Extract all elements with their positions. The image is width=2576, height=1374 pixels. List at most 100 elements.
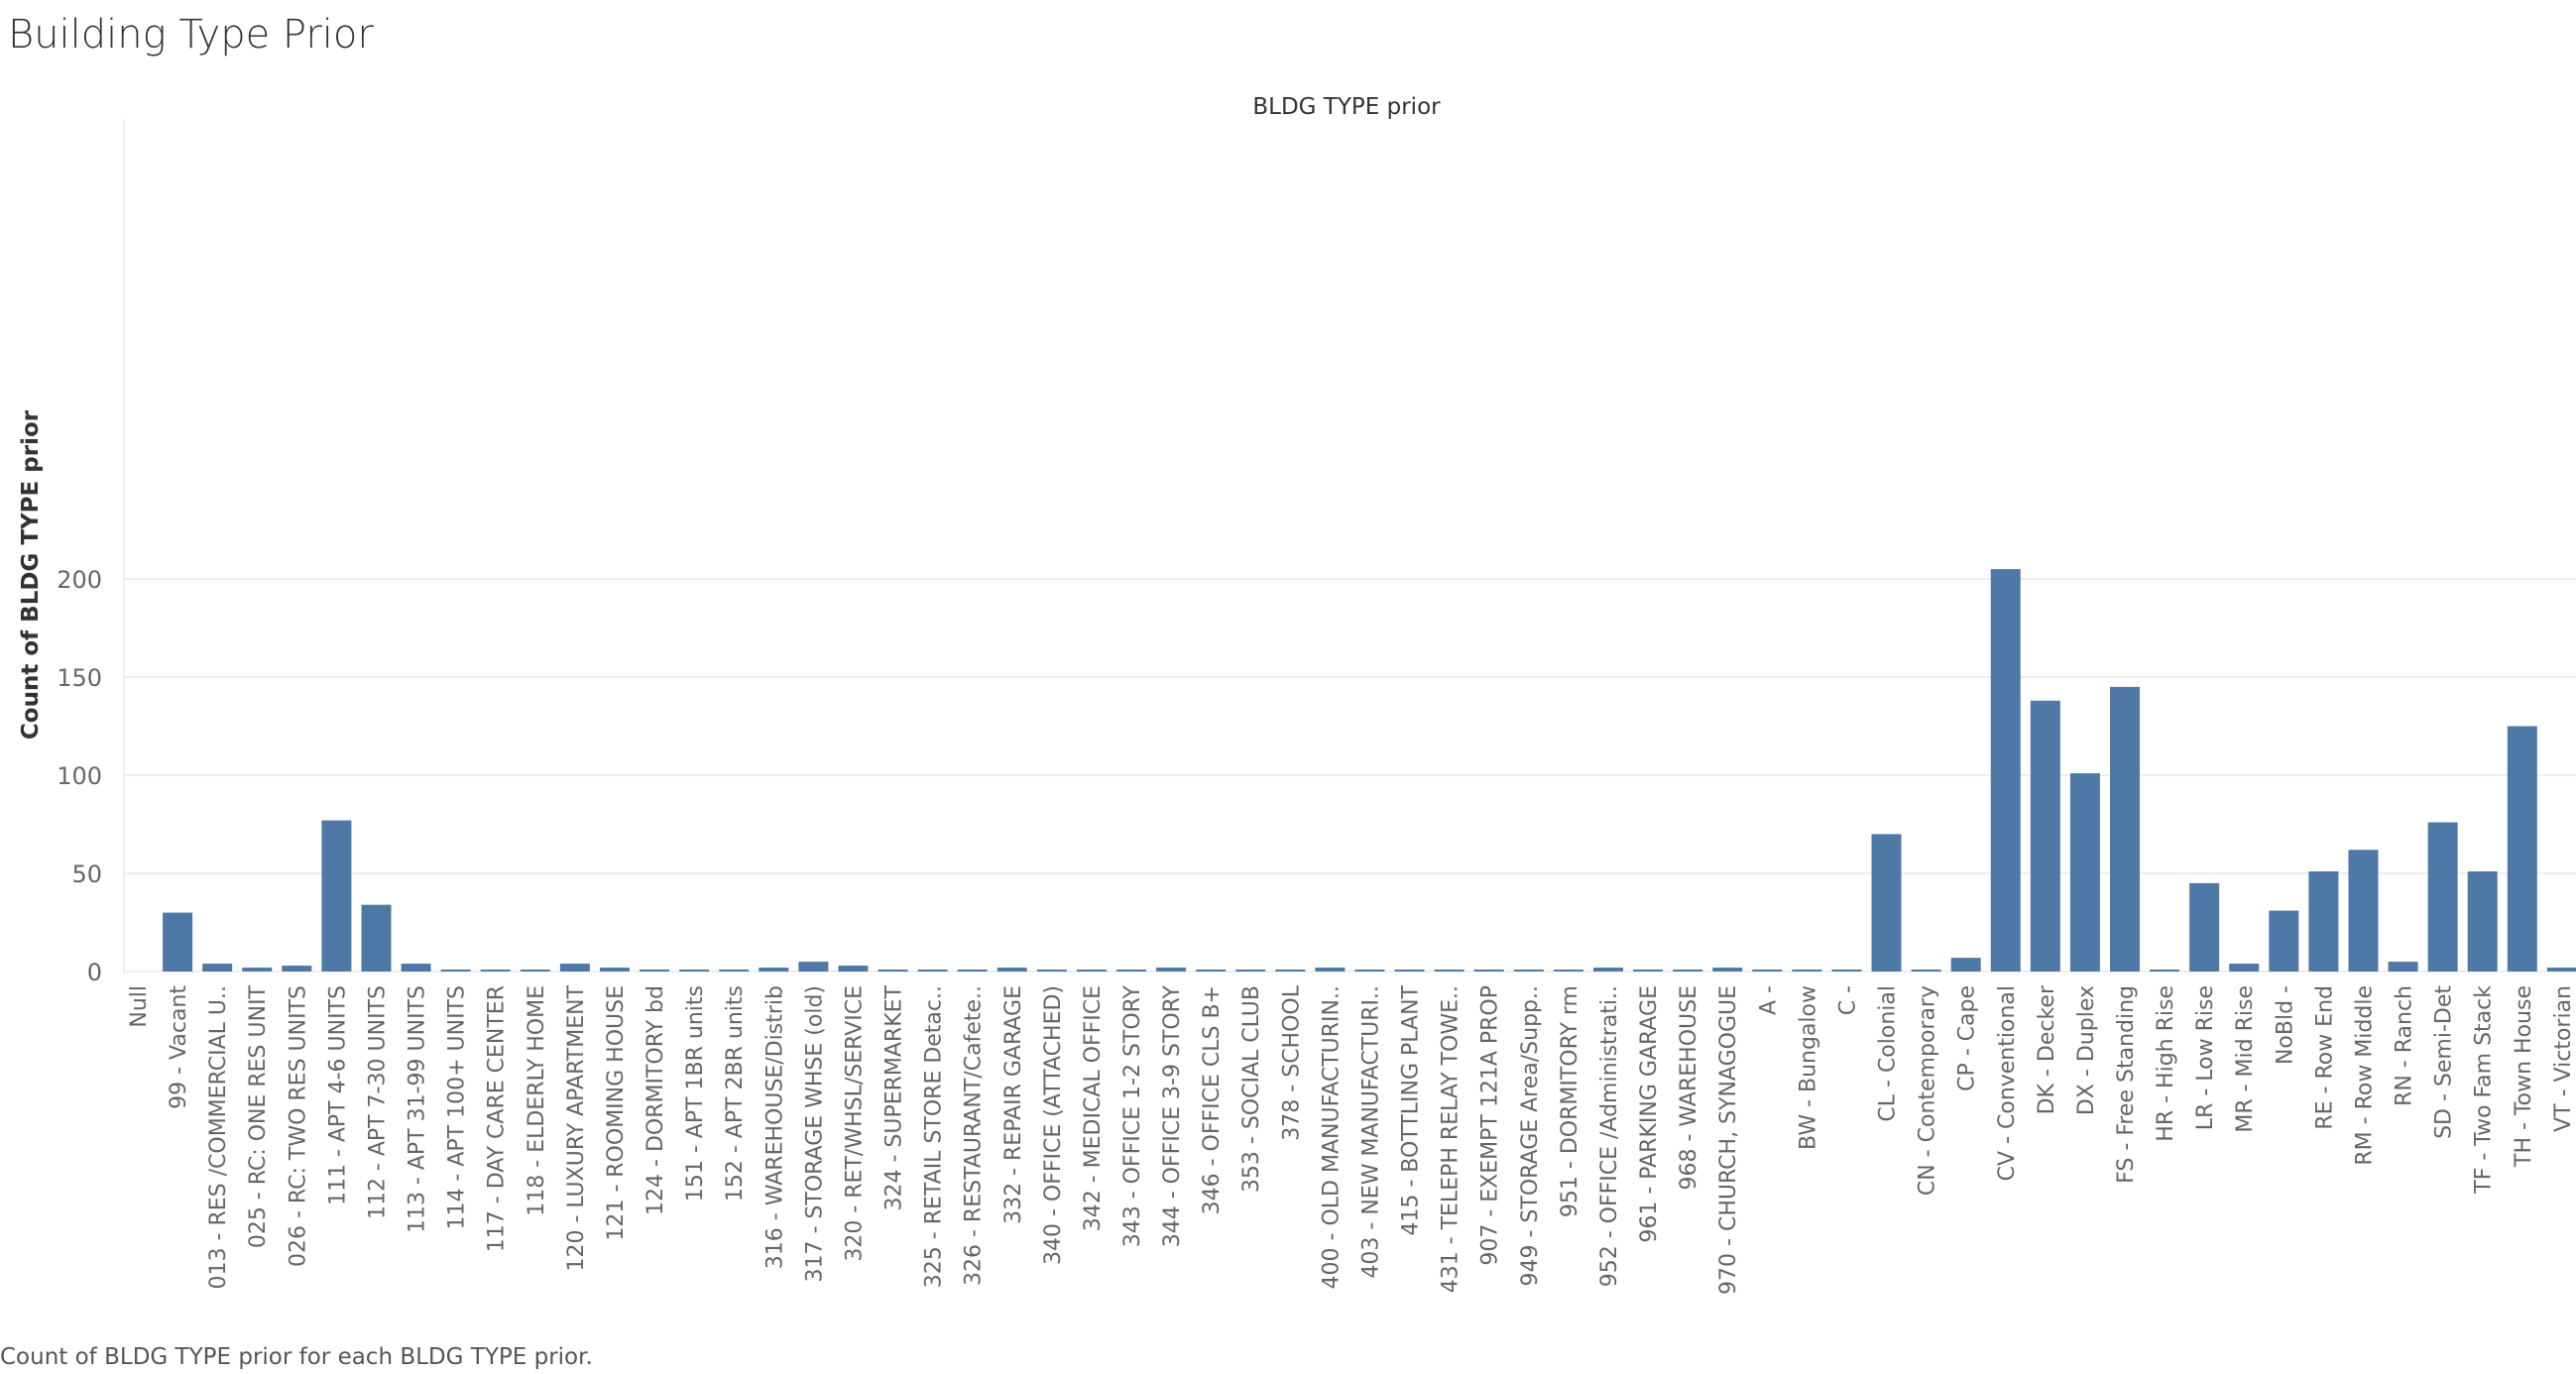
bar[interactable] bbox=[2507, 726, 2537, 973]
bar[interactable] bbox=[2189, 882, 2220, 972]
bar[interactable] bbox=[2348, 850, 2379, 972]
x-tick-label: 118 - ELDERLY HOME bbox=[525, 985, 549, 1216]
x-tick-label: MR - Mid Rise bbox=[2233, 985, 2258, 1133]
bar[interactable] bbox=[1513, 970, 1544, 972]
x-tick-label: 317 - STORAGE WHSE (old) bbox=[802, 985, 827, 1283]
bar[interactable] bbox=[2030, 700, 2060, 972]
bar[interactable] bbox=[321, 820, 352, 972]
bar[interactable] bbox=[838, 966, 869, 972]
x-tick-label: VT - Victorian bbox=[2551, 985, 2576, 1132]
bar[interactable] bbox=[1831, 970, 1862, 972]
bar[interactable] bbox=[798, 962, 829, 972]
bar[interactable] bbox=[1911, 970, 1941, 972]
bar[interactable] bbox=[1792, 970, 1822, 972]
bar[interactable] bbox=[1553, 970, 1583, 972]
bar[interactable] bbox=[2150, 970, 2180, 972]
bar[interactable] bbox=[163, 912, 193, 972]
bar[interactable] bbox=[1196, 970, 1227, 972]
bar[interactable] bbox=[202, 964, 233, 972]
bar[interactable] bbox=[480, 970, 511, 972]
bar[interactable] bbox=[599, 968, 630, 972]
bar[interactable] bbox=[2269, 910, 2299, 972]
bar[interactable] bbox=[640, 970, 670, 972]
bar[interactable] bbox=[957, 970, 988, 972]
bar[interactable] bbox=[1036, 970, 1067, 972]
bar[interactable] bbox=[1354, 970, 1385, 972]
x-tick-label: 332 - REPAIR GARAGE bbox=[1001, 985, 1026, 1224]
bar[interactable] bbox=[1752, 970, 1783, 972]
chart-title: BLDG TYPE prior bbox=[1252, 94, 1441, 120]
x-tick-label: 320 - RET/WHSL/SERVICE bbox=[842, 985, 867, 1262]
bar[interactable] bbox=[1434, 970, 1464, 972]
chart-svg: BLDG TYPE prior Count of BLDG TYPE prior… bbox=[18, 94, 2576, 1295]
chart-caption: Count of BLDG TYPE prior for each BLDG T… bbox=[0, 1344, 593, 1370]
bar[interactable] bbox=[679, 970, 710, 972]
x-tick-label: 346 - OFFICE CLS B+ bbox=[1200, 985, 1225, 1214]
x-tick-label: 431 - TELEPH RELAY TOWE.. bbox=[1439, 985, 1464, 1293]
bar[interactable] bbox=[1673, 970, 1703, 972]
bar[interactable] bbox=[440, 970, 471, 972]
bar[interactable] bbox=[719, 970, 750, 972]
bar[interactable] bbox=[1871, 834, 1902, 972]
y-tick-label: 50 bbox=[71, 860, 102, 888]
bar[interactable] bbox=[401, 964, 431, 972]
bar[interactable] bbox=[878, 970, 908, 972]
bar[interactable] bbox=[559, 964, 590, 972]
x-tick-label: 342 - MEDICAL OFFICE bbox=[1081, 985, 1106, 1231]
x-tick-label: 324 - SUPERMARKET bbox=[882, 984, 907, 1210]
bar[interactable] bbox=[2467, 871, 2498, 972]
x-tick-label: 961 - PARKING GARAGE bbox=[1637, 985, 1662, 1243]
bar[interactable] bbox=[1235, 970, 1266, 972]
bar[interactable] bbox=[1116, 970, 1146, 972]
bar[interactable] bbox=[361, 904, 392, 972]
x-tick-label: TF - Two Fam Stack bbox=[2472, 985, 2497, 1195]
bar[interactable] bbox=[1633, 970, 1664, 972]
x-tick-label: 151 - APT 1BR units bbox=[683, 985, 708, 1202]
x-tick-label: 326 - RESTAURANT/Cafete.. bbox=[962, 985, 987, 1286]
x-tick-label: 152 - APT 2BR units bbox=[723, 985, 748, 1202]
bar[interactable] bbox=[2388, 962, 2418, 972]
bar[interactable] bbox=[2308, 871, 2339, 972]
x-tick-label: 949 - STORAGE Area/Supp.. bbox=[1518, 985, 1543, 1287]
bar[interactable] bbox=[520, 970, 550, 972]
bar[interactable] bbox=[242, 968, 273, 972]
bar[interactable] bbox=[1394, 970, 1425, 972]
y-tick-label: 200 bbox=[57, 566, 102, 594]
x-tick-label: RM - Row Middle bbox=[2352, 985, 2377, 1166]
bar[interactable] bbox=[996, 968, 1027, 972]
x-tick-label: 343 - OFFICE 1-2 STORY bbox=[1120, 984, 1145, 1247]
bar[interactable] bbox=[1592, 968, 1623, 972]
bar[interactable] bbox=[1950, 958, 1981, 972]
bar[interactable] bbox=[1076, 970, 1107, 972]
x-tick-label: 120 - LUXURY APARTMENT bbox=[564, 984, 589, 1271]
x-tick-label: RN - Ranch bbox=[2393, 985, 2417, 1106]
bar[interactable] bbox=[2069, 773, 2100, 972]
grid-layer bbox=[123, 119, 2576, 973]
y-tick-label: 150 bbox=[57, 664, 102, 692]
bar[interactable] bbox=[917, 970, 948, 972]
bar[interactable] bbox=[2229, 964, 2260, 972]
x-tick-label: 111 - APT 4-6 UNITS bbox=[325, 985, 350, 1205]
bar[interactable] bbox=[2110, 686, 2140, 972]
bar[interactable] bbox=[1990, 569, 2021, 972]
page-title: Building Type Prior bbox=[8, 12, 374, 57]
bar[interactable] bbox=[1315, 968, 1346, 972]
bar[interactable] bbox=[1156, 968, 1187, 972]
x-tick-label: 378 - SCHOOL bbox=[1279, 984, 1304, 1140]
bar[interactable] bbox=[1712, 968, 1743, 972]
x-tick-label: 951 - DORMITORY rm bbox=[1558, 985, 1582, 1217]
x-tick-label: 112 - APT 7-30 UNITS bbox=[365, 985, 390, 1219]
bar[interactable] bbox=[282, 966, 312, 972]
bar[interactable] bbox=[1275, 970, 1306, 972]
bar[interactable] bbox=[1473, 970, 1504, 972]
x-tick-label: 117 - DAY CARE CENTER bbox=[485, 985, 510, 1252]
x-tick-label: 952 - OFFICE /Administrati.. bbox=[1597, 985, 1622, 1287]
bar[interactable] bbox=[2427, 822, 2458, 972]
x-tick-label: BW - Bungalow bbox=[1796, 985, 1820, 1150]
x-tick-label: LR - Low Rise bbox=[2193, 985, 2218, 1130]
x-tick-label: DK - Decker bbox=[2035, 984, 2059, 1114]
x-tick-label: 340 - OFFICE (ATTACHED) bbox=[1041, 985, 1066, 1265]
bar[interactable] bbox=[2546, 968, 2576, 972]
bar[interactable] bbox=[759, 968, 789, 972]
bars-layer bbox=[163, 569, 2576, 972]
